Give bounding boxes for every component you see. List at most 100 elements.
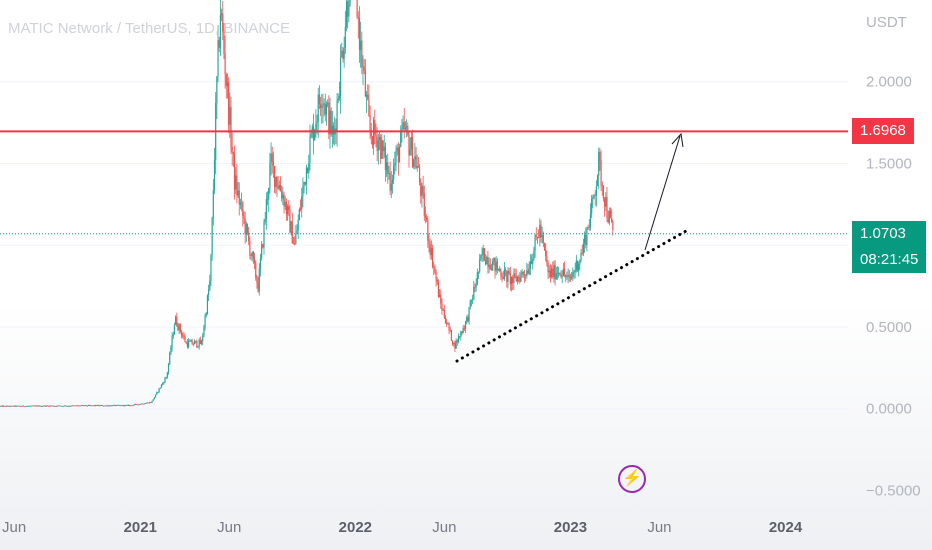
candle-body <box>456 340 458 343</box>
candle-body <box>604 198 606 207</box>
candle-body <box>560 273 562 277</box>
candle-body <box>139 404 141 405</box>
candle-body <box>608 210 610 223</box>
bar-countdown: 08:21:45 <box>860 250 919 268</box>
candle-body <box>580 252 582 261</box>
candle-body <box>176 316 178 327</box>
candle-body <box>124 405 126 407</box>
candle-body <box>180 331 183 336</box>
candle-body <box>369 115 371 131</box>
candle-body <box>578 263 580 271</box>
y-tick-label: −0.5000 <box>866 482 921 499</box>
candle-body <box>327 102 329 105</box>
candle-body <box>387 162 389 174</box>
lightning-icon[interactable]: ⚡ <box>618 465 646 493</box>
candle-body <box>11 405 13 407</box>
candle-body <box>152 399 154 401</box>
candle-body <box>592 197 594 199</box>
candle-body <box>167 363 170 373</box>
candle-body <box>241 202 243 204</box>
grid-lines <box>0 81 848 491</box>
candle-body <box>365 94 368 97</box>
candle-body <box>258 268 260 292</box>
candle-body <box>324 103 326 115</box>
candle-body <box>318 94 320 105</box>
candle-body <box>489 264 491 269</box>
candle-body <box>138 404 140 405</box>
candle-body <box>256 277 258 283</box>
time-axis[interactable]: Jun 2021 Jun 2022 Jun 2023 Jun 2024 <box>2 519 803 536</box>
candle-body <box>397 147 399 163</box>
candle-body <box>284 201 286 207</box>
candle-body <box>204 315 206 328</box>
axis-currency: USDT <box>866 14 907 31</box>
candle-body <box>143 403 145 405</box>
candle-body <box>163 382 165 384</box>
candle-body <box>332 125 335 135</box>
x-tick-label: 2024 <box>769 519 803 536</box>
candle-body <box>402 122 404 129</box>
candle-body <box>416 165 418 168</box>
candle-body <box>500 271 502 277</box>
candle-body <box>19 406 21 407</box>
candle-body <box>340 57 342 97</box>
candle-body <box>0 406 1 407</box>
candle-body <box>53 406 55 407</box>
candle-body <box>316 121 318 124</box>
candle-body <box>408 135 410 156</box>
y-tick-label: 0.0000 <box>866 401 912 418</box>
candle-body <box>349 0 351 6</box>
candle-body <box>192 344 194 346</box>
candle-body <box>488 264 490 267</box>
candle-body <box>117 405 119 406</box>
candle-body <box>118 405 120 406</box>
candle-body <box>612 222 614 231</box>
x-tick-label: Jun <box>2 519 26 536</box>
candle-body <box>572 272 574 277</box>
candle-body <box>253 258 256 263</box>
candle-body <box>112 405 114 407</box>
candle-body <box>442 309 444 311</box>
candle-body <box>377 140 379 151</box>
candle-body <box>436 279 438 283</box>
candle-body <box>228 82 230 125</box>
candle-body <box>470 299 473 301</box>
candle-body <box>331 125 333 135</box>
candle-body <box>565 274 567 278</box>
candle-body <box>279 185 282 192</box>
candle-body <box>150 402 152 404</box>
candle-body <box>371 136 374 146</box>
current-price: 1.0703 <box>860 224 906 242</box>
candle-body <box>264 218 266 222</box>
candle-body <box>244 218 246 235</box>
candle-body <box>195 340 197 342</box>
candle-body <box>142 403 144 405</box>
candle-body <box>158 388 160 392</box>
candle-body <box>93 405 95 407</box>
candle-body <box>568 274 570 277</box>
candle-body <box>381 140 383 159</box>
candle-body <box>545 249 547 257</box>
candle-body <box>487 256 489 267</box>
candle-body <box>127 404 130 406</box>
candle-body <box>262 244 264 248</box>
candle-body <box>63 405 65 407</box>
candle-body <box>136 404 138 405</box>
candle-body <box>609 210 612 218</box>
candle-body <box>431 248 434 267</box>
candle-body <box>363 66 365 71</box>
candle-body <box>232 151 234 154</box>
candle-body <box>585 235 587 246</box>
candle-body <box>37 405 39 407</box>
chart-title: MATIC Network / TetherUS, 1D, BINANCE <box>8 20 291 37</box>
candle-body <box>275 177 277 187</box>
candle-body <box>455 340 457 349</box>
candle-body <box>534 235 536 251</box>
candle-body <box>57 405 59 407</box>
candle-body <box>325 104 328 115</box>
candle-body <box>146 402 148 404</box>
candle-body <box>223 31 225 54</box>
candle-body <box>209 280 211 291</box>
candle-body <box>311 126 313 134</box>
